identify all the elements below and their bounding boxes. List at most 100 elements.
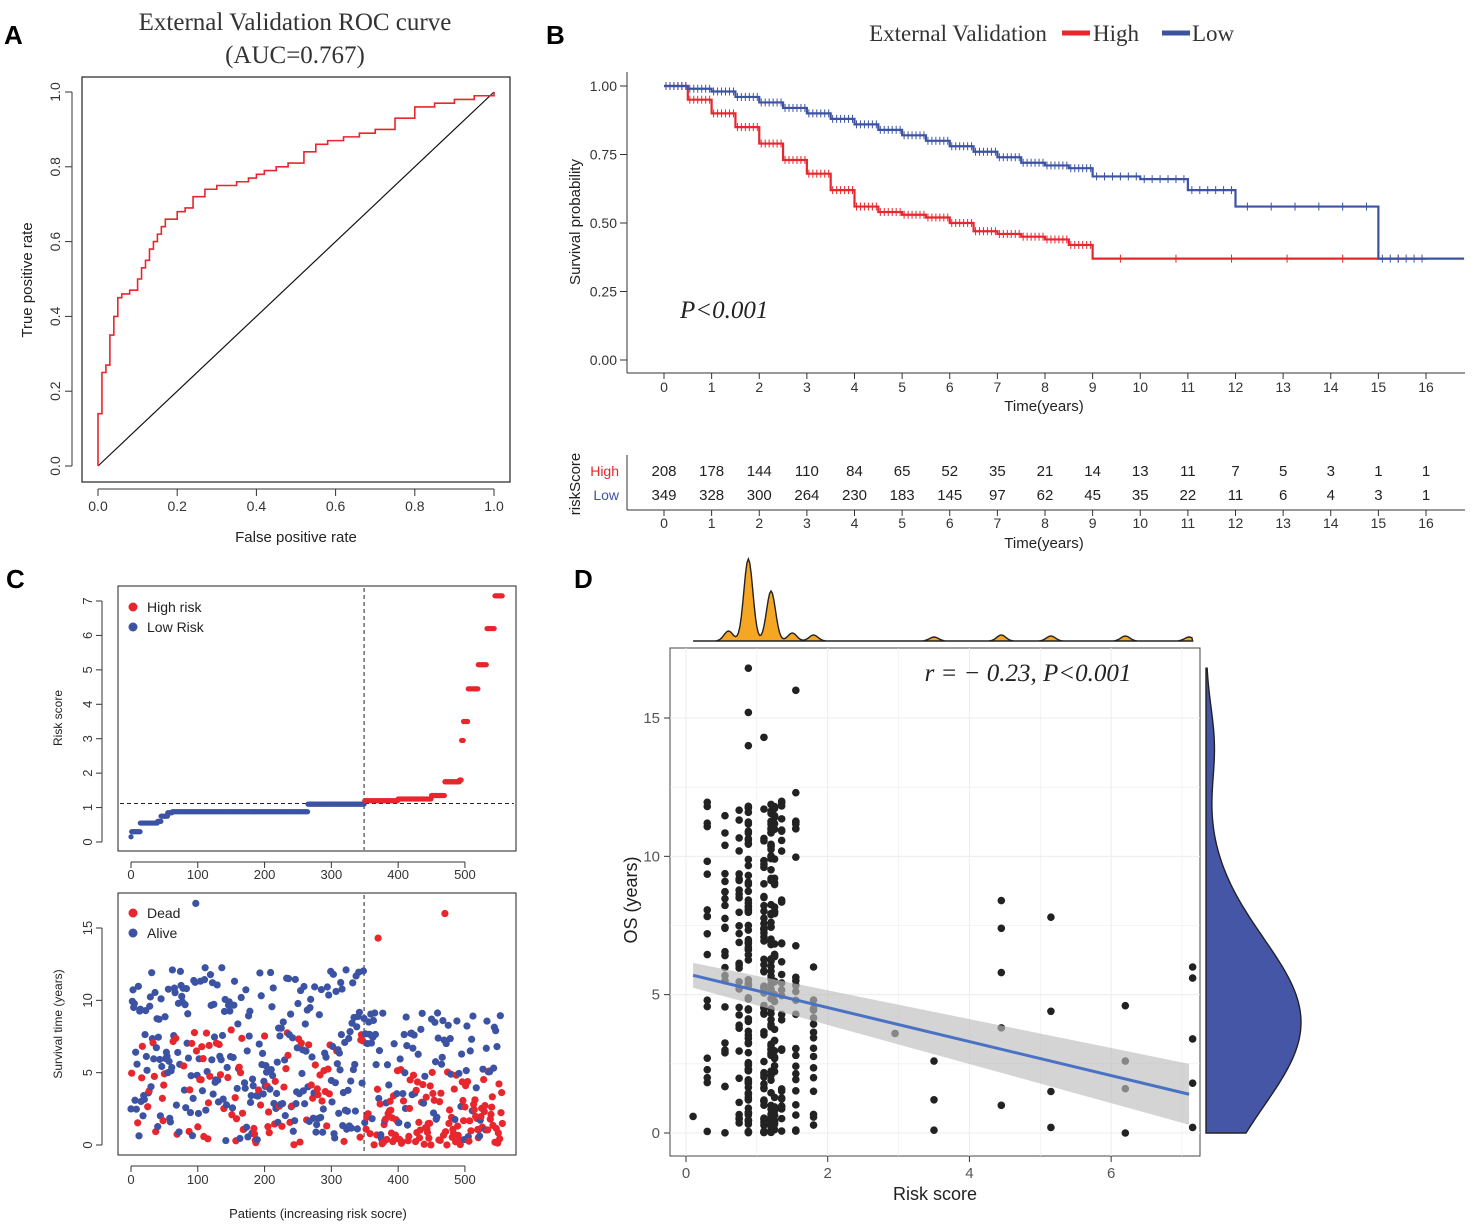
survival-point-dead: [314, 1091, 322, 1099]
risk-table-count: 178: [699, 463, 724, 480]
survival-point-alive: [333, 1060, 341, 1068]
survival-point-alive: [206, 971, 215, 979]
survival-point-dead: [250, 1130, 259, 1138]
survival-point-dead: [370, 1141, 378, 1149]
risk-score-density: [693, 556, 1194, 642]
survival-point-alive: [243, 1047, 251, 1055]
roc-ylabel: True positive rate: [19, 222, 36, 337]
survival-point-alive: [202, 1106, 210, 1114]
risk-table-count: 14: [1084, 463, 1101, 480]
survival-point-alive: [156, 1055, 164, 1064]
roc-x-tick-label: 0.6: [326, 498, 346, 514]
risk-x-tick-label: 100: [187, 867, 209, 882]
legend-low-risk-dot: [128, 622, 138, 632]
os-point: [703, 912, 712, 921]
roc-x-tick-label: 0.2: [167, 498, 187, 514]
survival-point-dead: [364, 1110, 372, 1118]
survival-point-dead: [496, 1135, 504, 1143]
roc-y-tick-label: 1.0: [47, 82, 63, 102]
risk-table-row-label: Low: [593, 487, 620, 503]
survival-point-alive: [242, 1123, 251, 1131]
survival-point-alive: [186, 1108, 195, 1117]
km-x-tick-label: 6: [946, 379, 954, 395]
survival-point-alive: [315, 1011, 323, 1019]
os-xlabel: Risk score: [893, 1184, 977, 1204]
os-point: [809, 1033, 818, 1042]
survival-point-dead: [206, 1072, 214, 1080]
km-x-tick-label: 9: [1089, 379, 1097, 395]
os-y-tick-label: 15: [643, 710, 660, 727]
survival-point-alive: [403, 1042, 411, 1050]
os-point: [703, 870, 712, 879]
os-point: [744, 1096, 753, 1104]
survival-point-alive: [281, 1112, 289, 1120]
survival-point-alive: [276, 1032, 284, 1040]
risk-table-count: 1: [1374, 463, 1382, 480]
roc-lines: [97, 91, 495, 467]
survival-point-dead: [436, 1136, 444, 1144]
os-point: [777, 896, 786, 904]
os-point: [997, 896, 1006, 905]
survival-point-alive: [171, 989, 179, 997]
survival-point-alive: [439, 1016, 447, 1025]
os-point: [721, 841, 729, 850]
survival-point-alive: [301, 1100, 309, 1108]
os-point: [777, 827, 786, 835]
survival-point-alive: [345, 1034, 353, 1043]
survival-point-dead: [450, 1085, 458, 1093]
km-y-tick-label: 0.25: [590, 284, 617, 300]
roc-reference-line: [97, 91, 495, 467]
survival-point-alive: [301, 1020, 309, 1028]
os-point: [770, 813, 779, 822]
survival-point-alive: [476, 1132, 484, 1140]
risk-table-x-tick-label: 1: [708, 515, 716, 531]
os-point: [760, 1057, 768, 1066]
survival-point-alive: [390, 1040, 398, 1048]
os-point: [997, 968, 1006, 977]
risk-table-count: 328: [699, 487, 724, 504]
os-point: [760, 892, 768, 901]
os-point: [760, 1128, 768, 1137]
os-point: [770, 819, 779, 828]
risk-table-count: 35: [1132, 487, 1149, 504]
os-point: [744, 880, 753, 889]
survival-point-alive: [214, 1076, 222, 1084]
os-point: [721, 811, 729, 820]
survival-point-dead: [340, 1137, 348, 1146]
os-point: [770, 903, 779, 911]
survival-point-alive: [349, 979, 357, 987]
os-point: [744, 827, 753, 836]
os-point: [721, 1039, 729, 1047]
km-y-tick-label: 0.00: [590, 352, 617, 368]
survival-point-dead: [435, 1098, 444, 1106]
survival-point-alive: [188, 1132, 197, 1140]
survival-point-dead: [480, 1075, 488, 1084]
os-point: [770, 874, 779, 883]
survival-point-dead: [409, 1071, 418, 1079]
survival-point-alive: [438, 1053, 446, 1061]
survival-point-alive: [309, 1114, 317, 1122]
survival-point-dead: [366, 1130, 374, 1138]
survival-point-dead: [180, 1062, 188, 1070]
survival-y-tick-label: 10: [80, 993, 95, 1007]
risk-table-count: 7: [1231, 463, 1239, 480]
roc-x-tick-label: 0.0: [88, 498, 108, 514]
survival-point-alive: [222, 1136, 230, 1145]
risk-table-count: 45: [1084, 487, 1101, 504]
survival-point-dead: [494, 1129, 502, 1137]
survival-point-alive: [347, 1077, 355, 1085]
os-point: [703, 1073, 712, 1082]
os-point: [1121, 1129, 1130, 1137]
survival-point-dead: [425, 1134, 433, 1142]
os-point: [792, 824, 800, 833]
survival-point-alive: [175, 1128, 183, 1136]
survival-point-dead: [356, 1133, 364, 1141]
risk-table-count: 3: [1327, 463, 1335, 480]
risk-table-count: 35: [989, 463, 1006, 480]
survival-point-dead: [144, 1103, 152, 1111]
survival-point-alive: [292, 1100, 300, 1108]
survival-point-alive: [331, 1079, 339, 1087]
survival-point-alive: [208, 1056, 216, 1064]
os-point: [1188, 1035, 1197, 1043]
